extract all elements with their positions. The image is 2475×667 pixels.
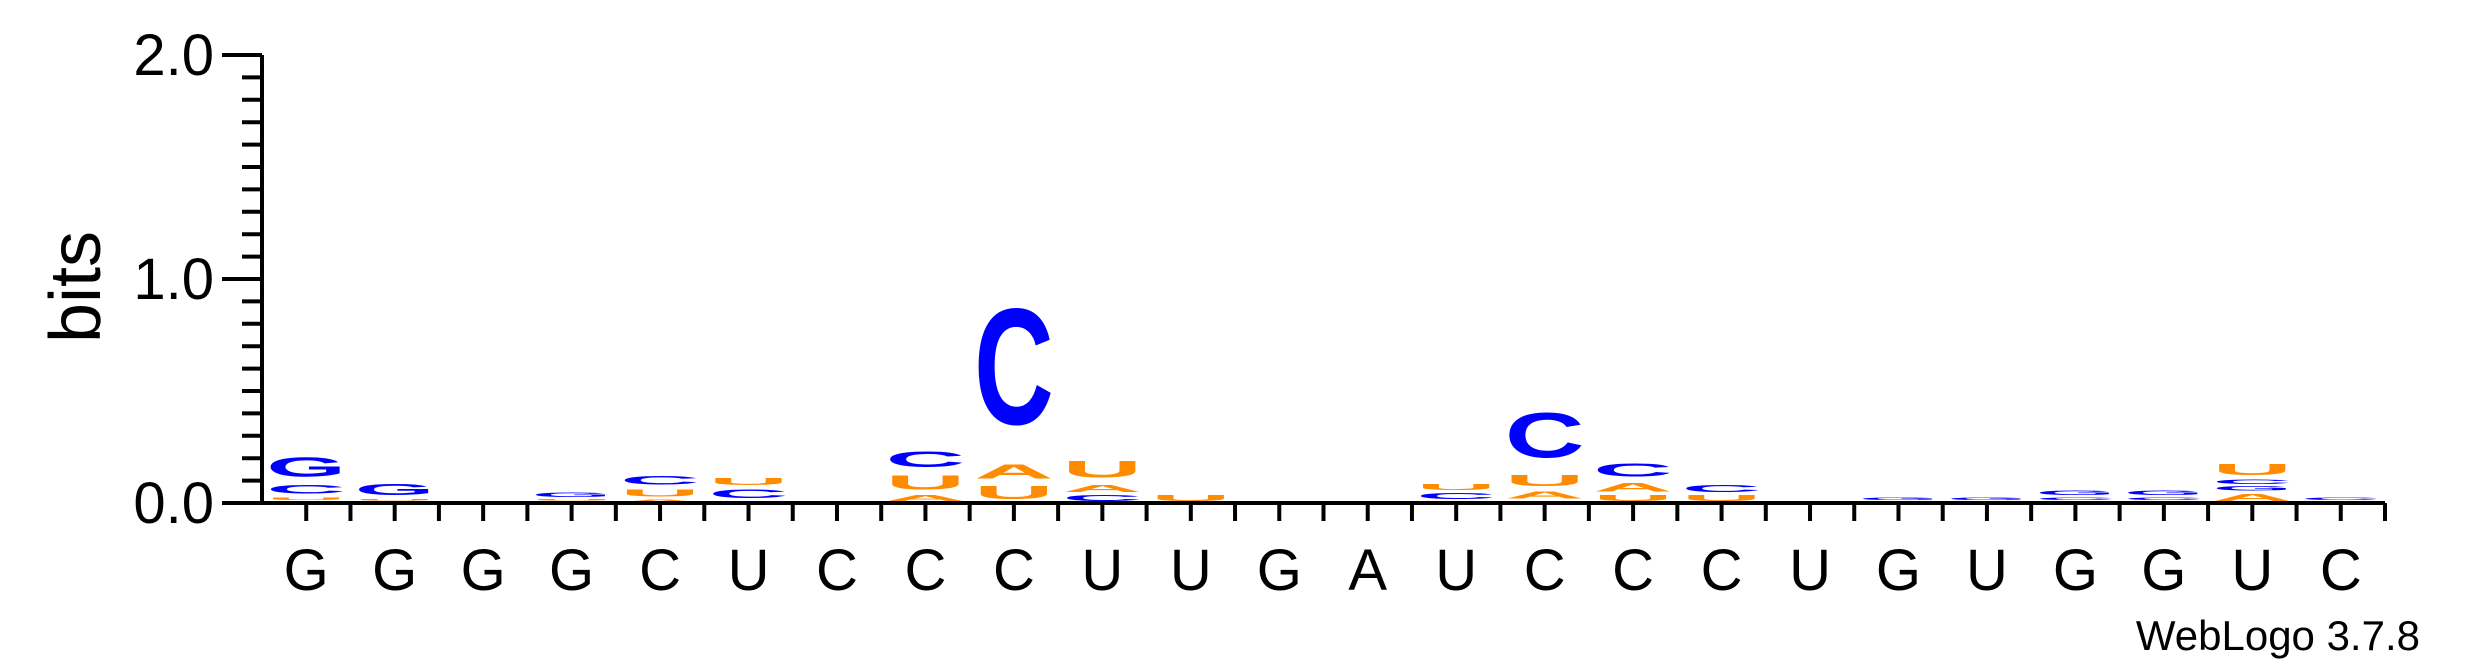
y-axis-ticks: 0.0 1.0 2.0 (133, 23, 262, 536)
y-axis-label: bits (36, 231, 116, 343)
stack-letter-U: U (1416, 483, 1496, 492)
consensus-label: C (816, 538, 858, 603)
stack-letter-C: C (1063, 494, 1143, 503)
stack-letter-U: U (1682, 494, 1762, 503)
consensus-label: G (1257, 538, 1302, 603)
stack-letter-U: U (709, 476, 789, 487)
stack-letter-C: C (1593, 460, 1673, 480)
stack-letter-C: C (1682, 483, 1762, 494)
stack-letter-C: C (2124, 496, 2204, 501)
consensus-label: G (1876, 538, 1921, 603)
stack-letter-C: C (266, 483, 346, 496)
consensus-label: C (993, 538, 1035, 603)
stack-letter-U: U (1505, 472, 1585, 490)
stack-column-11: U (1151, 494, 1231, 503)
chart-axes (260, 55, 2385, 505)
stack-letter-A: A (886, 494, 966, 503)
consensus-label: G (461, 538, 506, 603)
stack-letter-U: U (532, 498, 612, 500)
consensus-label: U (728, 538, 770, 603)
stack-letter-C: C (2301, 496, 2381, 501)
weblogo-credit: WebLogo 3.7.8 (2136, 612, 2420, 659)
consensus-label: C (1701, 538, 1743, 603)
stack-letter-U: U (2213, 460, 2293, 478)
stack-letter-A: A (974, 460, 1054, 482)
stack-column-8: AUC (886, 447, 966, 503)
stack-letter-G: G (2036, 490, 2116, 497)
stack-letter-U: U (1063, 456, 1143, 483)
y-tick-label: 1.0 (133, 247, 214, 312)
stack-letter-G: G (2213, 485, 2293, 492)
stack-letter-G: G (2124, 490, 2204, 497)
y-tick-label: 0.0 (133, 471, 214, 536)
stack-letter-A: A (1593, 481, 1673, 494)
stack-letter-U: U (886, 471, 966, 493)
stack-letter-U: U (974, 483, 1054, 503)
consensus-label: U (1081, 538, 1123, 603)
consensus-label: C (2320, 538, 2362, 603)
consensus-label: C (639, 538, 681, 603)
stack-column-14: GCU (1416, 483, 1496, 503)
stack-letter-A: A (1505, 489, 1585, 500)
stack-column-10: CAU (1063, 456, 1143, 503)
consensus-label: U (1435, 538, 1477, 603)
stack-letter-U: U (1151, 494, 1231, 503)
stack-column-5: AUC (620, 474, 700, 503)
stack-letter-G: G (532, 492, 612, 499)
stack-letter-C: C (2036, 496, 2116, 501)
stack-column-6: GCU (709, 476, 789, 503)
stack-letter-C: C (620, 474, 700, 487)
stack-letter-G: G (266, 451, 346, 482)
y-tick-label: 2.0 (133, 23, 214, 88)
consensus-label: G (2141, 538, 2186, 603)
stack-letter-U: U (266, 496, 346, 501)
stack-letter-A: A (620, 498, 700, 503)
stack-letter-A: A (1063, 483, 1143, 494)
stack-column-2: AUG (355, 481, 435, 503)
consensus-label: G (372, 538, 417, 603)
consensus-label: C (1612, 538, 1654, 603)
stack-letter-G: G (355, 481, 435, 499)
stack-letter-C: C (1416, 492, 1496, 501)
stack-letter-U: U (620, 487, 700, 498)
stack-letter-A: A (2213, 492, 2293, 503)
stack-column-17: UC (1682, 483, 1762, 503)
consensus-label: U (2231, 538, 2273, 603)
stack-letter-C: C (709, 487, 789, 500)
stack-column-21: ACG (2036, 490, 2116, 503)
consensus-label: G (549, 538, 594, 603)
consensus-label: C (904, 538, 946, 603)
stack-letter-C: C (1505, 400, 1585, 472)
stack-letter-G: G (1859, 496, 1939, 500)
stack-column-22: ACG (2124, 490, 2204, 503)
stack-letter-C: C (2213, 478, 2293, 485)
consensus-label: G (284, 538, 329, 603)
stack-letter-C: C (886, 447, 966, 472)
consensus-label: A (1348, 538, 1387, 603)
stack-letter-G: G (1947, 496, 2027, 500)
stack-column-16: UAC (1593, 460, 1673, 503)
consensus-label: C (1524, 538, 1566, 603)
stack-letter-U: U (355, 498, 435, 500)
stack-column-9: UAC (974, 273, 1054, 503)
consensus-label: U (1170, 538, 1212, 603)
consensus-label: G (2053, 538, 2098, 603)
consensus-label: U (1789, 538, 1831, 603)
consensus-label: U (1966, 538, 2008, 603)
stack-letter-U: U (1593, 494, 1673, 503)
stack-letter-C: C (974, 273, 1054, 459)
